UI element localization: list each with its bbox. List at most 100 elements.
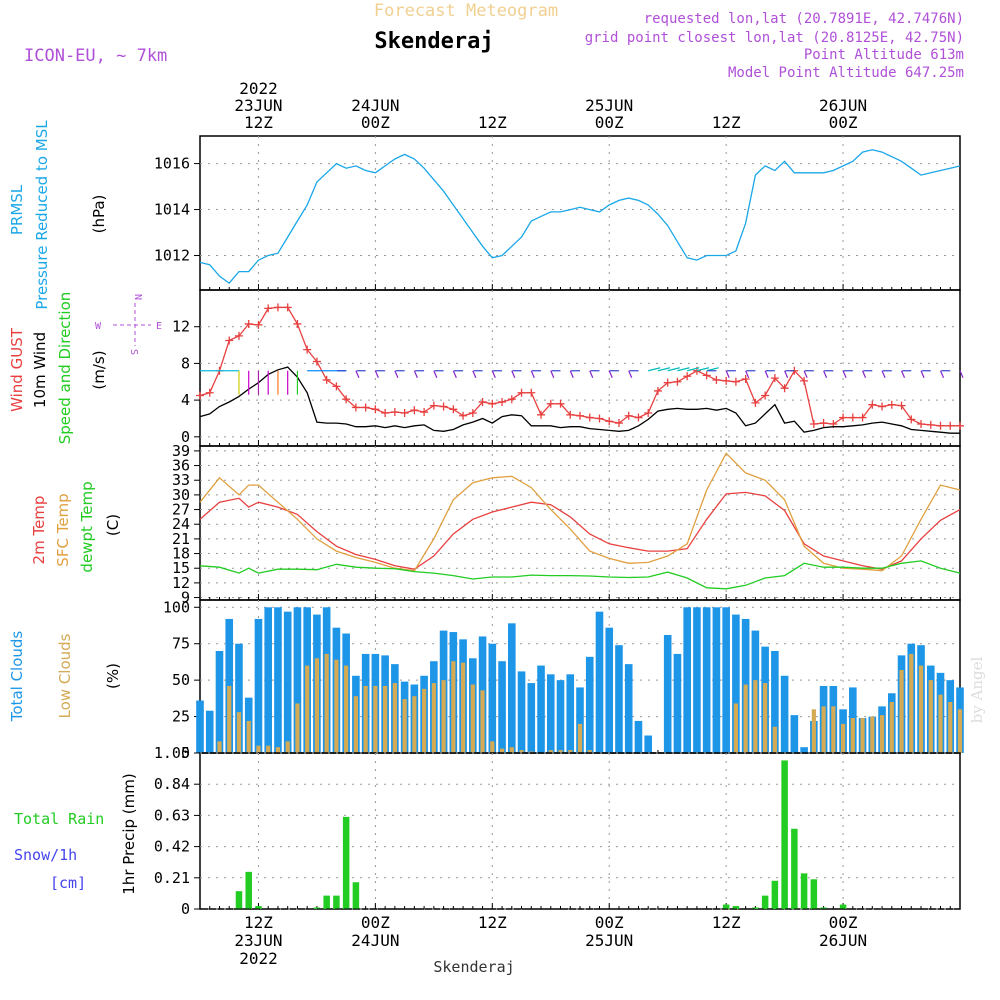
precip-label-cm: [cm]	[50, 874, 86, 892]
gust-marker	[420, 408, 429, 417]
gust-marker	[878, 402, 887, 411]
total-cloud-bar	[537, 665, 545, 753]
bottom-time-label: 26JUN	[819, 931, 867, 950]
total-cloud-bar	[771, 651, 779, 753]
y-tick-label: 0.21	[154, 869, 190, 887]
gust-marker	[351, 403, 360, 412]
low-cloud-bar	[548, 750, 553, 753]
compass-s: S	[128, 349, 139, 355]
gust-marker	[848, 413, 857, 422]
panels: 1012101410160481291215182124273033363902…	[154, 135, 964, 918]
gust-marker	[361, 403, 370, 412]
total-cloud-bar	[274, 607, 282, 753]
bottom-time-label: 2022	[239, 949, 278, 968]
gust-marker	[283, 303, 292, 312]
precip-bar	[761, 895, 769, 909]
total-cloud-bar	[566, 674, 575, 753]
precip-bar	[255, 906, 262, 909]
gust-marker	[595, 414, 604, 423]
gust-marker	[585, 413, 594, 422]
y-tick-label: 1016	[154, 155, 190, 173]
chart-title: Forecast Meteogram	[374, 1, 558, 21]
precip-bar	[800, 873, 808, 909]
low-cloud-bar	[899, 669, 904, 753]
wind-arrow	[881, 370, 886, 378]
gust-marker	[322, 375, 331, 384]
gust-marker	[507, 395, 516, 404]
low-cloud-bar	[431, 683, 436, 753]
low-cloud-bar	[217, 741, 222, 753]
panel-frame	[199, 289, 961, 447]
gust-marker	[498, 397, 507, 406]
total-cloud-bar	[196, 700, 204, 753]
total-cloud-bar	[293, 607, 302, 753]
wind-arrow	[667, 367, 680, 372]
wind-arrow	[452, 370, 457, 378]
low-cloud-bar	[363, 685, 368, 753]
gust-marker	[634, 413, 643, 422]
y-tick-label: 30	[172, 486, 190, 504]
series-line-10m-wind	[199, 366, 960, 434]
top-time-label: 24JUN	[351, 96, 399, 115]
top-time-label: 26JUN	[819, 96, 867, 115]
panel-3: 0 25 50 75 100	[163, 598, 964, 762]
gust-marker	[576, 411, 584, 420]
low-cloud-bar	[558, 750, 563, 753]
panel-4: 0 0.21 0.42 0.63 0.84 1.05	[154, 744, 961, 918]
wind-arrow	[628, 370, 633, 378]
y-tick-label: 33	[172, 471, 190, 489]
total-cloud-bar	[693, 607, 701, 753]
gust-marker	[381, 408, 390, 417]
y-tick-label: 8	[181, 354, 190, 372]
precip-bar	[791, 828, 798, 909]
top-time-label: 00Z	[595, 113, 624, 132]
low-cloud-bar	[314, 658, 320, 753]
y-tick-label: 18	[172, 545, 190, 563]
total-cloud-bar	[283, 611, 292, 753]
gust-marker	[770, 374, 779, 383]
precip-bar	[313, 907, 321, 909]
gust-marker	[312, 357, 321, 366]
y-tick-label: 0	[181, 900, 190, 918]
wind-labels: Wind GUST 10m Wind Speed and Direction (…	[8, 292, 162, 445]
wind-compass: N W E S	[95, 294, 162, 355]
precip-bar	[245, 871, 252, 909]
total-cloud-bar	[254, 618, 263, 753]
top-time-label: 12Z	[712, 113, 741, 132]
panel-0: 1012 1014 1016	[154, 135, 961, 291]
precip-label-unit: 1hr Precip (mm)	[120, 773, 138, 894]
temp-label-2m: 2m Temp	[30, 496, 48, 565]
cloud-labels: Total Clouds Low Clouds (%)	[8, 631, 122, 723]
wind-arrow	[900, 370, 906, 378]
low-cloud-bar	[743, 684, 748, 753]
low-cloud-bar	[305, 665, 310, 753]
gust-marker	[673, 377, 682, 386]
temp-label-dewpt: dewpt Temp	[78, 481, 96, 572]
total-cloud-bar	[673, 653, 682, 753]
bottom-time-label: 25JUN	[585, 931, 633, 950]
wind-label-gust: Wind GUST	[8, 327, 26, 412]
cloud-label-total: Total Clouds	[8, 631, 26, 723]
pressure-label-prmsl: PRMSL	[8, 184, 26, 235]
y-tick-label: 50	[172, 671, 190, 689]
wind-arrow	[608, 370, 613, 378]
gust-marker	[556, 399, 565, 408]
total-cloud-bar	[790, 715, 799, 753]
low-cloud-bar	[928, 680, 933, 753]
gust-marker	[946, 421, 955, 430]
gust-marker	[722, 376, 731, 385]
total-cloud-bar	[235, 643, 243, 753]
wind-arrow	[374, 370, 379, 378]
precip-label-rain: Total Rain	[14, 810, 104, 828]
gust-marker	[897, 401, 906, 410]
top-time-label: 25JUN	[585, 96, 633, 115]
gust-marker	[566, 410, 575, 419]
precip-bar	[781, 760, 788, 909]
y-tick-label: 39	[172, 442, 190, 460]
y-tick-label: 4	[181, 391, 190, 409]
low-cloud-bar	[831, 706, 836, 753]
low-cloud-bar	[324, 653, 329, 753]
temp-label-unit: (C)	[104, 514, 122, 536]
wind-arrow	[959, 370, 964, 378]
